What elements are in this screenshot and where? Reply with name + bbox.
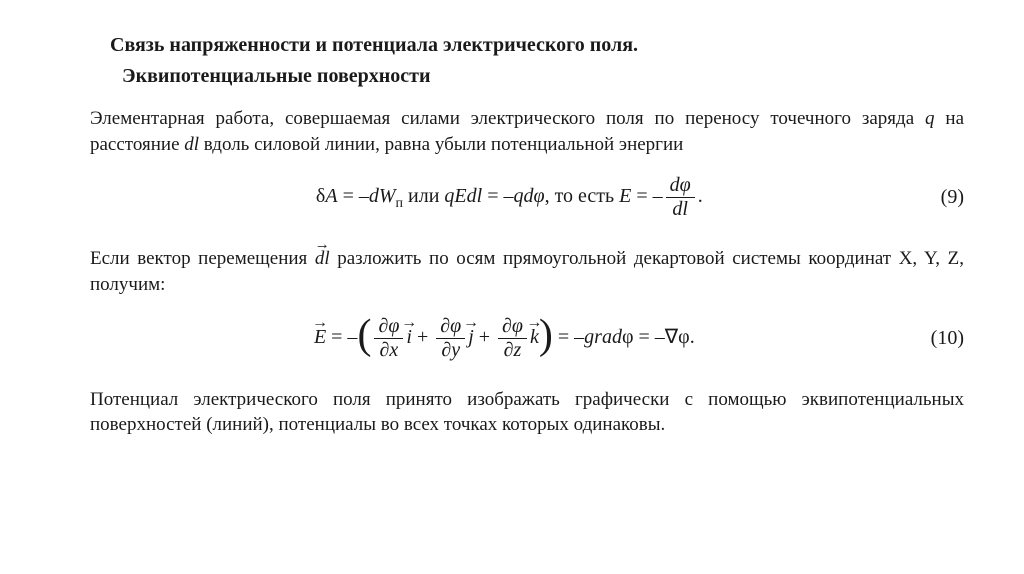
eq10-frac-y: ∂φ∂y: [436, 316, 465, 361]
paragraph-3: Потенциал электрического поля принято из…: [90, 387, 964, 438]
eq9-dW: dW: [369, 185, 396, 207]
eq9-eq1: = –: [338, 185, 369, 207]
eq10-eq1: = –: [326, 326, 357, 348]
p1-text-1: Элементарная работа, совершаемая силами …: [90, 108, 925, 129]
eq9-or: или: [403, 185, 444, 207]
eq10-phi1: φ: [622, 326, 634, 348]
paragraph-2: Если вектор перемещения dl разложить по …: [90, 246, 964, 297]
eq10-E: E: [314, 324, 326, 351]
var-q: q: [925, 108, 935, 129]
eq10-grad: grad: [584, 326, 622, 348]
eq9-eq3: = –: [631, 185, 662, 207]
eq10-num-y: ∂φ: [436, 316, 465, 339]
eq10-period: .: [690, 326, 695, 348]
eq9-A: A: [325, 185, 337, 207]
equation-10-number: (10): [919, 325, 964, 352]
eq10-den-y: ∂y: [436, 339, 465, 361]
equation-9: δA = –dWп или qEdl = –qdφ, то есть E = –…: [90, 175, 929, 220]
p1-text-3: вдоль силовой линии, равна убыли потенци…: [199, 134, 683, 155]
equation-10-row: E = –(∂φ∂xi + ∂φ∂yj + ∂φ∂zk) = –gradφ = …: [90, 316, 964, 361]
eq9-frac-num: dφ: [666, 175, 695, 198]
eq10-frac-x: ∂φ∂x: [374, 316, 403, 361]
eq10-eq2: = –: [553, 326, 584, 348]
eq9-eq2: = –: [482, 185, 513, 207]
eq10-phi2: φ: [678, 326, 690, 348]
eq10-num-z: ∂φ: [498, 316, 527, 339]
equation-9-row: δA = –dWп или qEdl = –qdφ, то есть E = –…: [90, 175, 964, 220]
eq9-qdphi: qdφ: [513, 185, 544, 207]
eq9-thatis: , то есть: [545, 185, 620, 207]
eq10-den-x: ∂x: [374, 339, 403, 361]
eq9-qEdl: qEdl: [444, 185, 482, 207]
p2-text-1: Если вектор перемещения: [90, 248, 315, 269]
unit-vector-k: k: [530, 324, 539, 351]
eq10-num-x: ∂φ: [374, 316, 403, 339]
eq9-period: .: [698, 185, 703, 207]
eq10-frac-z: ∂φ∂z: [498, 316, 527, 361]
equation-9-number: (9): [929, 184, 964, 211]
eq9-sub-p: п: [396, 196, 404, 211]
section-title: Связь напряженности и потенциала электри…: [90, 32, 964, 59]
vector-dl: dl: [315, 246, 330, 272]
equation-10: E = –(∂φ∂xi + ∂φ∂yj + ∂φ∂zk) = –gradφ = …: [90, 316, 919, 361]
eq10-den-z: ∂z: [498, 339, 527, 361]
eq9-frac-den: dl: [666, 198, 695, 220]
eq9-E: E: [619, 185, 631, 207]
unit-vector-j: j: [468, 324, 474, 351]
var-dl: dl: [184, 134, 199, 155]
unit-vector-i: i: [406, 324, 412, 351]
eq9-fraction: dφdl: [666, 175, 695, 220]
section-subtitle: Эквипотенциальные поверхности: [90, 63, 964, 90]
eq9-delta: δ: [316, 185, 325, 207]
eq10-eq3: = –∇: [634, 326, 679, 348]
paragraph-1: Элементарная работа, совершаемая силами …: [90, 106, 964, 157]
